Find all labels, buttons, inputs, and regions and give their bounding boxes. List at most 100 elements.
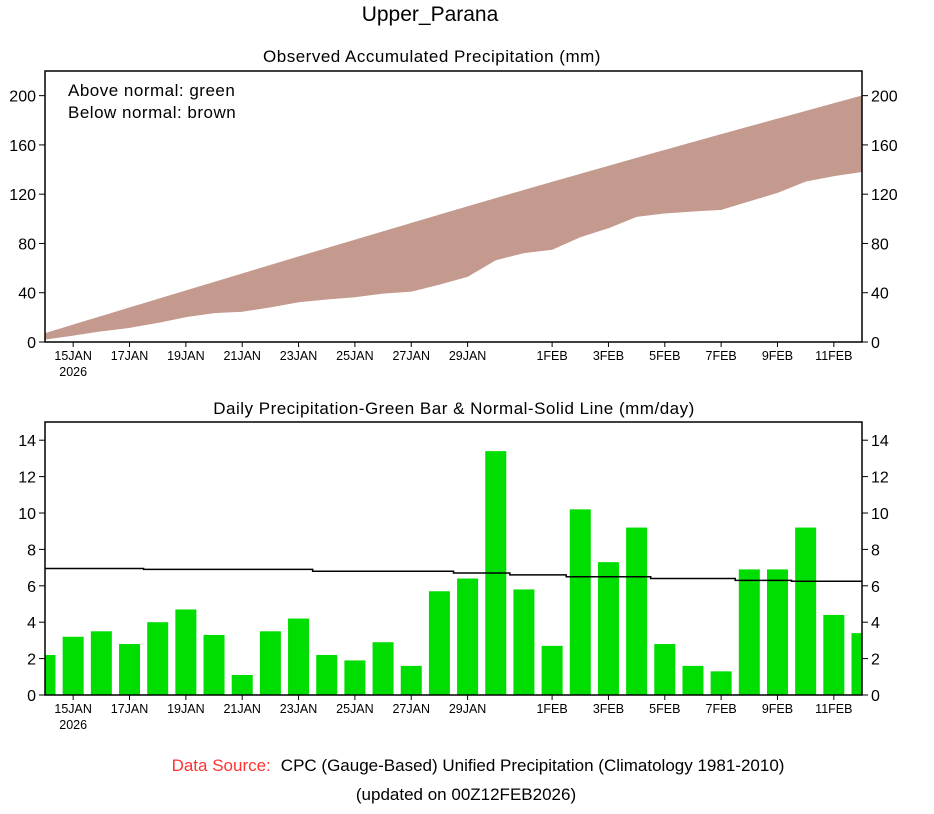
legend-below: Below normal: brown	[68, 103, 236, 122]
y-tick-label-right: 200	[871, 89, 898, 106]
x-tick-label: 19JAN	[167, 702, 205, 716]
x-tick-label: 21JAN	[223, 349, 261, 363]
below-normal-segment	[382, 222, 412, 294]
precip-bar	[372, 642, 394, 695]
below-normal-segment	[213, 273, 243, 314]
y-tick-label-left: 0	[27, 335, 36, 352]
precip-bar	[231, 674, 253, 695]
y-tick-label-right: 0	[871, 688, 880, 705]
x-tick-label: 1FEB	[536, 702, 567, 716]
x-tick-label: 23JAN	[280, 702, 318, 716]
precip-bar	[344, 660, 366, 695]
precip-bar	[400, 665, 422, 695]
y-tick-label-left: 40	[18, 286, 36, 303]
x-tick-label: 27JAN	[392, 702, 430, 716]
y-tick-label-left: 2	[27, 652, 36, 669]
x-tick-label: 3FEB	[593, 349, 624, 363]
x-tick-year: 2026	[59, 365, 87, 379]
x-tick-label: 29JAN	[449, 702, 487, 716]
plot-frame	[44, 421, 863, 696]
precip-bar	[203, 634, 225, 695]
below-normal-segment	[157, 290, 187, 324]
below-normal-segment	[72, 315, 102, 336]
below-normal-segment	[410, 214, 440, 292]
below-normal-segment	[523, 181, 553, 254]
precip-bar	[259, 631, 281, 695]
below-normal-segment	[749, 118, 778, 202]
x-tick-label: 5FEB	[649, 702, 680, 716]
below-normal-segment	[298, 247, 328, 303]
x-tick-label: 25JAN	[336, 349, 374, 363]
top-chart-title: Observed Accumulated Precipitation (mm)	[263, 47, 601, 66]
precip-bar	[90, 631, 112, 695]
below-normal-segment	[467, 197, 497, 277]
precip-bar	[288, 618, 310, 695]
below-normal-segment	[608, 157, 637, 229]
legend-above: Above normal: green	[68, 81, 235, 100]
y-tick-label-right: 8	[871, 542, 880, 559]
x-tick-label: 25JAN	[336, 702, 374, 716]
y-tick-label-left: 4	[27, 615, 36, 632]
below-normal-segment	[720, 126, 750, 210]
below-normal-segment	[185, 281, 215, 318]
precip-bar	[682, 665, 704, 695]
x-tick-year: 2026	[59, 718, 87, 732]
x-tick-label: 21JAN	[223, 702, 261, 716]
x-tick-label: 19JAN	[167, 349, 205, 363]
below-normal-segment	[241, 264, 271, 312]
below-normal-segment	[805, 103, 835, 182]
updated-text: (updated on 00Z12FEB2026)	[356, 785, 576, 804]
y-tick-label-right: 14	[871, 433, 889, 450]
below-normal-segment	[439, 206, 468, 285]
x-tick-label: 15JAN	[54, 349, 92, 363]
below-normal-segment	[326, 239, 356, 300]
x-tick-label: 17JAN	[111, 349, 149, 363]
y-tick-label-right: 10	[871, 506, 889, 523]
precip-bar	[513, 589, 535, 695]
bottom-chart-title: Daily Precipitation-Green Bar & Normal-S…	[213, 399, 695, 418]
y-tick-label-left: 14	[18, 433, 36, 450]
precip-bar	[428, 591, 450, 695]
x-tick-label: 17JAN	[111, 702, 149, 716]
precip-bar	[654, 644, 676, 695]
precip-bar	[147, 622, 169, 695]
precip-bar	[626, 527, 648, 695]
precip-bar	[710, 671, 732, 695]
x-tick-label: 23JAN	[280, 349, 318, 363]
accumulated-chart: 0 0 40 40 80 80 120 120 160 160 200 200 15JAN 2026 17J…	[9, 70, 898, 379]
data-source-text: CPC (Gauge-Based) Unified Precipitation …	[281, 756, 785, 775]
x-tick-label: 1FEB	[536, 349, 567, 363]
precip-bar	[457, 578, 479, 695]
precip-bar	[569, 509, 591, 695]
y-tick-label-left: 160	[9, 138, 36, 155]
y-tick-label-left: 8	[27, 542, 36, 559]
plot-frame	[44, 70, 863, 343]
daily-chart: 0 0 2 2 4 4 6 6 8 8 10 10 12 12 14 14 15JAN 2026 17JAN 19JA…	[18, 421, 889, 732]
y-tick-label-right: 0	[871, 335, 880, 352]
y-tick-label-right: 4	[871, 615, 880, 632]
y-tick-label-left: 6	[27, 579, 36, 596]
y-tick-label-right: 40	[871, 286, 889, 303]
below-normal-segment	[636, 149, 666, 217]
y-tick-label-right: 2	[871, 652, 880, 669]
below-normal-segment	[354, 231, 384, 298]
below-normal-segment	[45, 324, 74, 340]
precip-bar	[62, 636, 84, 695]
precip-bar	[597, 562, 619, 695]
y-tick-label-left: 80	[18, 236, 36, 253]
x-tick-label: 9FEB	[762, 702, 793, 716]
x-tick-label: 7FEB	[706, 702, 737, 716]
precip-bar	[766, 569, 788, 695]
x-tick-label: 9FEB	[762, 349, 793, 363]
x-tick-label: 11FEB	[815, 702, 852, 716]
below-normal-segment	[495, 189, 525, 261]
y-tick-label-left: 0	[27, 688, 36, 705]
below-normal-segment	[664, 141, 694, 214]
precip-bar	[175, 609, 197, 695]
precip-bar	[823, 614, 845, 695]
x-tick-label: 11FEB	[815, 349, 852, 363]
precip-bar	[316, 654, 338, 695]
below-normal-segment	[692, 134, 722, 212]
y-tick-label-right: 6	[871, 579, 880, 596]
